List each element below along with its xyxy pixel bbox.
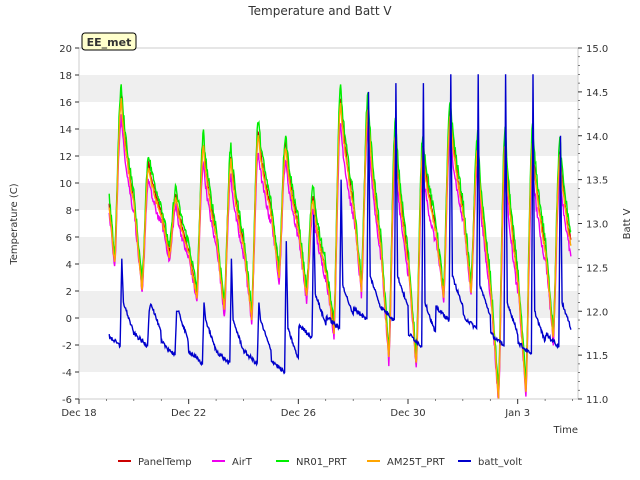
x-axis-label: Time — [553, 425, 578, 436]
right-tick-label: 12.0 — [586, 307, 608, 318]
left-tick-label: -6 — [62, 395, 72, 406]
x-tick-label: Jan 3 — [504, 408, 530, 419]
right-tick-label: 11.5 — [586, 351, 608, 362]
left-tick-label: 2 — [66, 287, 72, 298]
legend: PanelTemp AirT NR01_PRT AM25T_PRT batt_volt — [118, 457, 522, 468]
legend-item-am25t_prt: AM25T_PRT — [367, 457, 446, 468]
legend-item-airt: AirT — [212, 457, 253, 468]
legend-label: batt_volt — [478, 457, 522, 468]
right-tick-label: 14.0 — [586, 132, 608, 143]
left-tick-label: 14 — [59, 125, 72, 136]
left-tick-label: 6 — [66, 233, 72, 244]
legend-item-nr01_prt: NR01_PRT — [276, 457, 347, 468]
right-axis-label: Batt V — [622, 208, 633, 239]
left-tick-label: -4 — [62, 368, 72, 379]
x-tick-label: Dec 22 — [171, 408, 206, 419]
legend-item-paneltemp: PanelTemp — [118, 457, 192, 468]
left-axis: -6 -4 -2 0 2 4 6 8 10 12 14 16 18 20 — [59, 44, 79, 406]
series-layer — [108, 74, 572, 400]
x-tick-label: Dec 26 — [281, 408, 316, 419]
left-tick-label: 16 — [59, 98, 72, 109]
grid-band — [79, 183, 578, 210]
grid-band — [79, 237, 578, 264]
x-tick-label: Dec 18 — [61, 408, 96, 419]
right-tick-label: 13.0 — [586, 220, 608, 231]
left-tick-label: 12 — [59, 152, 72, 163]
left-tick-label: 4 — [66, 260, 72, 271]
legend-label: AM25T_PRT — [387, 457, 446, 468]
legend-label: NR01_PRT — [296, 457, 347, 468]
right-tick-label: 12.5 — [586, 263, 608, 274]
legend-label: PanelTemp — [138, 457, 192, 468]
series-line-batt_volt — [108, 74, 572, 375]
grid-band — [79, 345, 578, 372]
legend-label: AirT — [232, 457, 253, 468]
x-axis: Dec 18 Dec 22 Dec 26 Dec 30 Jan 3 — [61, 399, 573, 419]
left-tick-label: 18 — [59, 71, 72, 82]
station-label-box: EE_met — [81, 32, 137, 51]
left-tick-label: 10 — [59, 179, 72, 190]
right-tick-label: 13.5 — [586, 176, 608, 187]
left-tick-label: 8 — [66, 206, 72, 217]
right-tick-label: 11.0 — [586, 395, 608, 406]
grid-band — [79, 75, 578, 102]
left-tick-label: 20 — [59, 44, 72, 55]
legend-item-batt_volt: batt_volt — [458, 457, 522, 468]
right-axis: 11.0 11.5 12.0 12.5 13.0 13.5 14.0 14.5 15.0 — [578, 44, 608, 406]
left-axis-label: Temperature (C) — [9, 183, 20, 265]
station-label: EE_met — [87, 36, 132, 49]
right-tick-label: 14.5 — [586, 88, 608, 99]
right-tick-label: 15.0 — [586, 44, 608, 55]
left-tick-label: 0 — [66, 314, 72, 325]
x-tick-label: Dec 30 — [390, 408, 425, 419]
chart-title: Temperature and Batt V — [247, 4, 392, 18]
grid-band — [79, 129, 578, 156]
left-tick-label: -2 — [62, 341, 72, 352]
